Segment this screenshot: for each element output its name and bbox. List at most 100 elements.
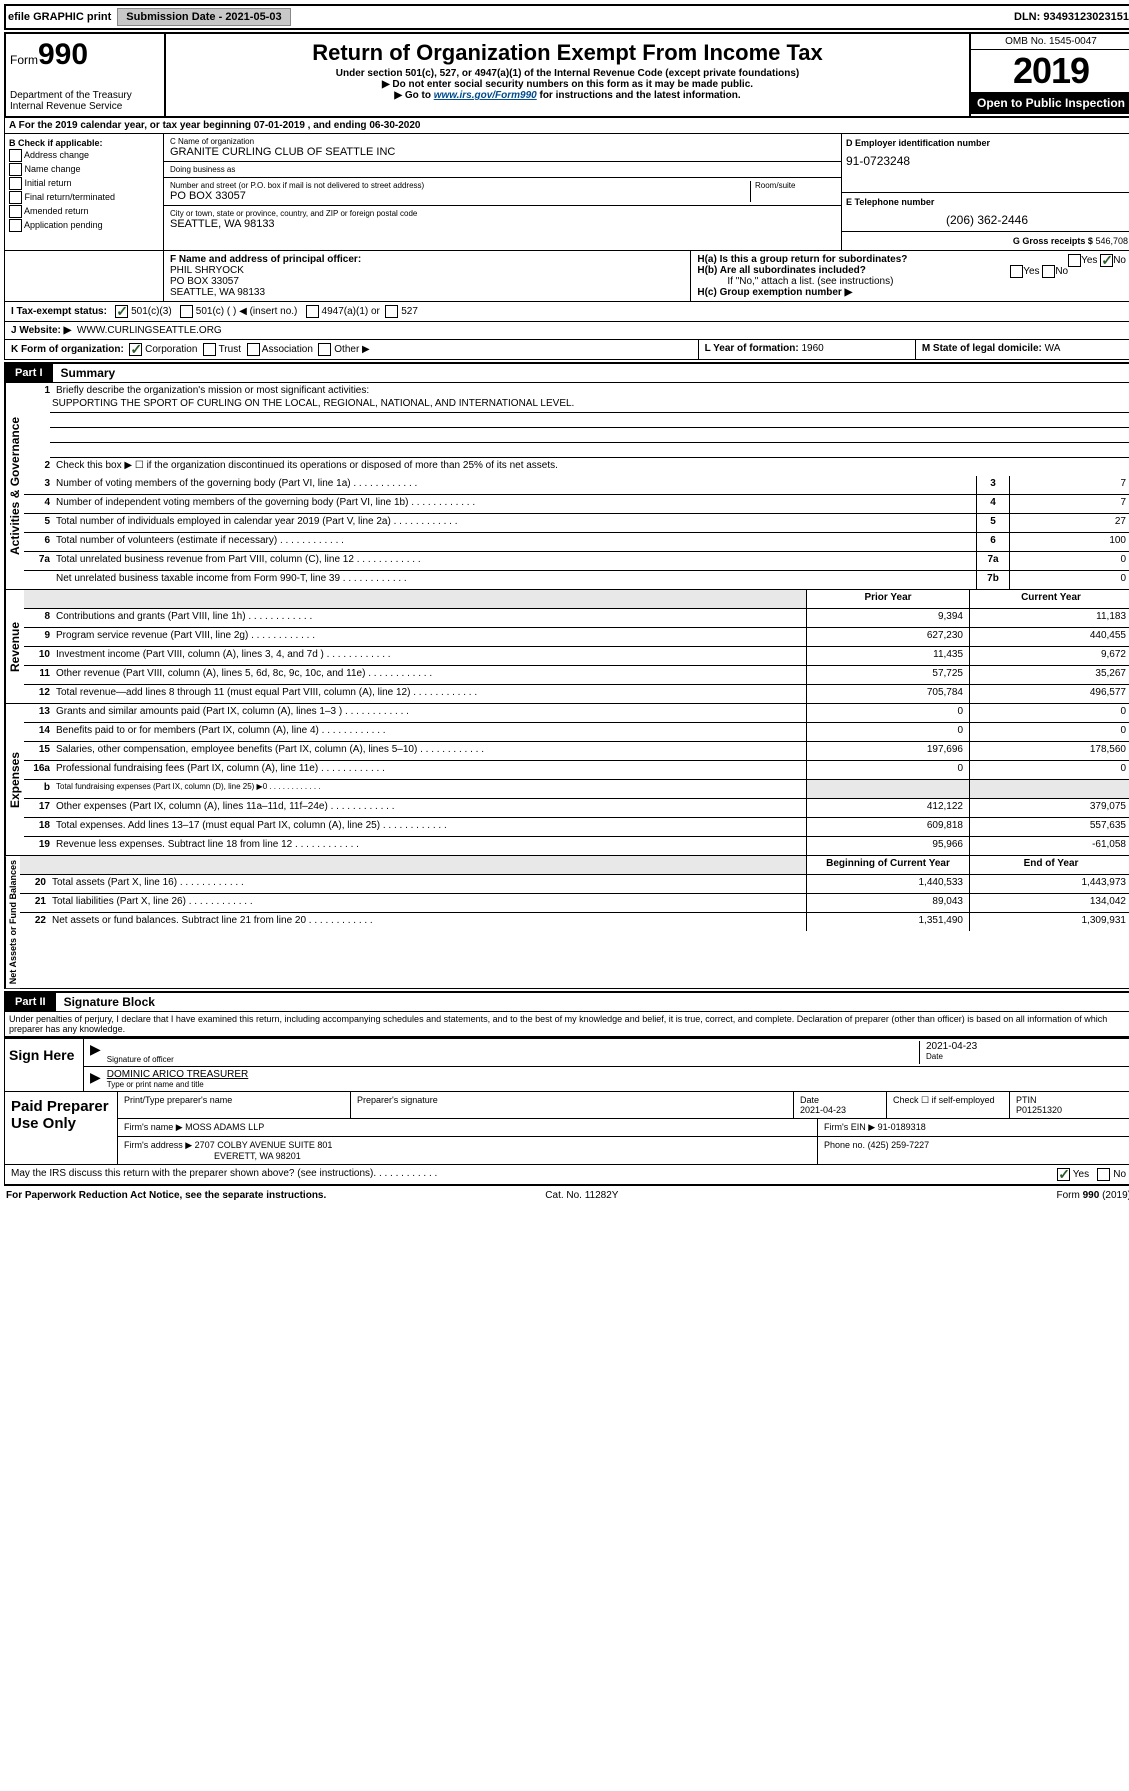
form-of-org: K Form of organization: Corporation Trus… bbox=[5, 340, 698, 359]
paid-preparer-label: Paid Preparer Use Only bbox=[5, 1092, 118, 1164]
summary-line-6: 6Total number of volunteers (estimate if… bbox=[24, 533, 1129, 552]
line-22: 22Net assets or fund balances. Subtract … bbox=[20, 913, 1129, 931]
line-21: 21Total liabilities (Part X, line 26)89,… bbox=[20, 894, 1129, 913]
footer-left: For Paperwork Reduction Act Notice, see … bbox=[6, 1190, 326, 1201]
section-j: J Website: ▶ WWW.CURLINGSEATTLE.ORG bbox=[4, 322, 1129, 340]
dba-cell: Doing business as bbox=[164, 162, 841, 178]
hb-label: H(b) Are all subordinates included? bbox=[697, 265, 866, 276]
i-501c3: 501(c)(3) bbox=[131, 306, 172, 317]
header-right: OMB No. 1545-0047 2019 Open to Public In… bbox=[969, 34, 1129, 116]
q1-text: Briefly describe the organization's miss… bbox=[54, 383, 1129, 398]
chk-address-change[interactable]: Address change bbox=[9, 149, 159, 162]
arrow-icon: ▶ bbox=[90, 1041, 107, 1064]
chk-initial-return[interactable]: Initial return bbox=[9, 177, 159, 190]
col-current-year: Current Year bbox=[969, 590, 1129, 608]
org-name-label: C Name of organization bbox=[170, 137, 835, 146]
section-bcdeg: B Check if applicable: Address change Na… bbox=[4, 134, 1129, 251]
hc-label: H(c) Group exemption number ▶ bbox=[697, 287, 852, 298]
i-4947: 4947(a)(1) or bbox=[322, 306, 380, 317]
activities-governance-grid: Activities & Governance 1 Briefly descri… bbox=[4, 383, 1129, 590]
firm-addr-label: Firm's address ▶ bbox=[124, 1140, 192, 1150]
col-prior-year: Prior Year bbox=[806, 590, 969, 608]
year-formation: L Year of formation: 1960 bbox=[698, 340, 915, 359]
chk-amended-return[interactable]: Amended return bbox=[9, 205, 159, 218]
principal-officer-cell: F Name and address of principal officer:… bbox=[164, 251, 690, 301]
sig-date-value: 2021-04-23 bbox=[926, 1041, 1126, 1052]
i-label: I Tax-exempt status: bbox=[11, 306, 107, 317]
section-i: I Tax-exempt status: 501(c)(3) 501(c) ( … bbox=[4, 302, 1129, 322]
opt-amended-return: Amended return bbox=[24, 206, 89, 216]
k-trust: Trust bbox=[219, 344, 241, 355]
col-begin-year: Beginning of Current Year bbox=[806, 856, 969, 874]
summary-line-7a: 7aTotal unrelated business revenue from … bbox=[24, 552, 1129, 571]
line-20: 20Total assets (Part X, line 16)1,440,53… bbox=[20, 875, 1129, 894]
ein-label: D Employer identification number bbox=[846, 138, 1128, 148]
officer-name: PHIL SHRYOCK bbox=[170, 265, 244, 276]
prep-sig-label: Preparer's signature bbox=[357, 1095, 787, 1105]
officer-addr2: SEATTLE, WA 98133 bbox=[170, 287, 265, 298]
line-8: 8Contributions and grants (Part VIII, li… bbox=[24, 609, 1129, 628]
i-527: 527 bbox=[401, 306, 418, 317]
col-b-checkboxes: B Check if applicable: Address change Na… bbox=[5, 134, 164, 250]
firm-name-label: Firm's name ▶ bbox=[124, 1122, 183, 1132]
i-501c: 501(c) ( ) ◀ (insert no.) bbox=[196, 306, 298, 317]
sig-name-value: DOMINIC ARICO TREASURER bbox=[107, 1069, 1126, 1080]
col-c: C Name of organization GRANITE CURLING C… bbox=[164, 134, 1129, 250]
org-name-cell: C Name of organization GRANITE CURLING C… bbox=[164, 134, 841, 162]
form-title: Return of Organization Exempt From Incom… bbox=[174, 40, 961, 66]
ptin-value: P01251320 bbox=[1016, 1105, 1126, 1115]
note2-pre: ▶ Go to bbox=[394, 90, 433, 101]
chk-final-return[interactable]: Final return/terminated bbox=[9, 191, 159, 204]
line-17: 17Other expenses (Part IX, column (A), l… bbox=[24, 799, 1129, 818]
website-cell: J Website: ▶ WWW.CURLINGSEATTLE.ORG bbox=[5, 322, 1129, 339]
open-inspection-badge: Open to Public Inspection bbox=[971, 92, 1129, 114]
ein-cell: D Employer identification number 91-0723… bbox=[842, 134, 1129, 193]
part-ii-title: Signature Block bbox=[56, 993, 163, 1011]
line-19: 19Revenue less expenses. Subtract line 1… bbox=[24, 837, 1129, 855]
footer-right: Form 990 (2019) bbox=[1057, 1190, 1129, 1201]
firm-ein-value: 91-0189318 bbox=[878, 1122, 926, 1132]
chk-application-pending[interactable]: Application pending bbox=[9, 219, 159, 232]
line-13: 13Grants and similar amounts paid (Part … bbox=[24, 704, 1129, 723]
form-number: Form990 bbox=[10, 38, 160, 72]
irs-link[interactable]: www.irs.gov/Form990 bbox=[434, 90, 537, 101]
chk-name-change[interactable]: Name change bbox=[9, 163, 159, 176]
vlabel-netassets: Net Assets or Fund Balances bbox=[5, 856, 20, 988]
prep-date-value: 2021-04-23 bbox=[800, 1105, 880, 1115]
section-fh: F Name and address of principal officer:… bbox=[4, 251, 1129, 302]
netassets-header-row: Beginning of Current Year End of Year bbox=[20, 856, 1129, 875]
ptin-label: PTIN bbox=[1016, 1095, 1126, 1105]
vlabel-expenses: Expenses bbox=[5, 704, 24, 855]
address-label: Number and street (or P.O. box if mail i… bbox=[170, 181, 750, 190]
line-15: 15Salaries, other compensation, employee… bbox=[24, 742, 1129, 761]
discuss-text: May the IRS discuss this return with the… bbox=[11, 1168, 373, 1181]
line-b: bTotal fundraising expenses (Part IX, co… bbox=[24, 780, 1129, 799]
firm-phone-value: (425) 259-7227 bbox=[868, 1140, 930, 1150]
part-i-title: Summary bbox=[53, 364, 124, 382]
firm-addr2-value: EVERETT, WA 98201 bbox=[124, 1151, 301, 1161]
opt-name-change: Name change bbox=[25, 164, 81, 174]
line-12: 12Total revenue—add lines 8 through 11 (… bbox=[24, 685, 1129, 703]
perjury-statement: Under penalties of perjury, I declare th… bbox=[4, 1012, 1129, 1037]
row-a-tax-year: A For the 2019 calendar year, or tax yea… bbox=[4, 118, 1129, 134]
m-label: M State of legal domicile: bbox=[922, 343, 1042, 354]
firm-phone-label: Phone no. bbox=[824, 1140, 865, 1150]
arrow-icon-2: ▶ bbox=[90, 1069, 107, 1089]
prep-name-label: Print/Type preparer's name bbox=[124, 1095, 344, 1105]
phone-value: (206) 362-2446 bbox=[846, 207, 1128, 227]
part-i-badge: Part I bbox=[5, 364, 53, 382]
efile-label: efile GRAPHIC print bbox=[8, 11, 111, 23]
header-left: Form990 Department of the Treasury Inter… bbox=[6, 34, 166, 116]
form-subtitle: Under section 501(c), 527, or 4947(a)(1)… bbox=[174, 68, 961, 79]
k-corp: Corporation bbox=[145, 344, 197, 355]
l-value: 1960 bbox=[802, 343, 824, 354]
dept-label: Department of the Treasury Internal Reve… bbox=[10, 90, 160, 112]
netassets-grid: Net Assets or Fund Balances Beginning of… bbox=[4, 856, 1129, 989]
self-employed-check[interactable]: Check ☐ if self-employed bbox=[887, 1092, 1010, 1118]
room-label: Room/suite bbox=[755, 181, 835, 190]
city-label: City or town, state or province, country… bbox=[170, 209, 835, 218]
tax-year: 2019 bbox=[971, 50, 1129, 92]
k-assoc: Association bbox=[262, 344, 313, 355]
submission-date-button[interactable]: Submission Date - 2021-05-03 bbox=[117, 8, 290, 26]
expenses-grid: Expenses 13Grants and similar amounts pa… bbox=[4, 704, 1129, 856]
